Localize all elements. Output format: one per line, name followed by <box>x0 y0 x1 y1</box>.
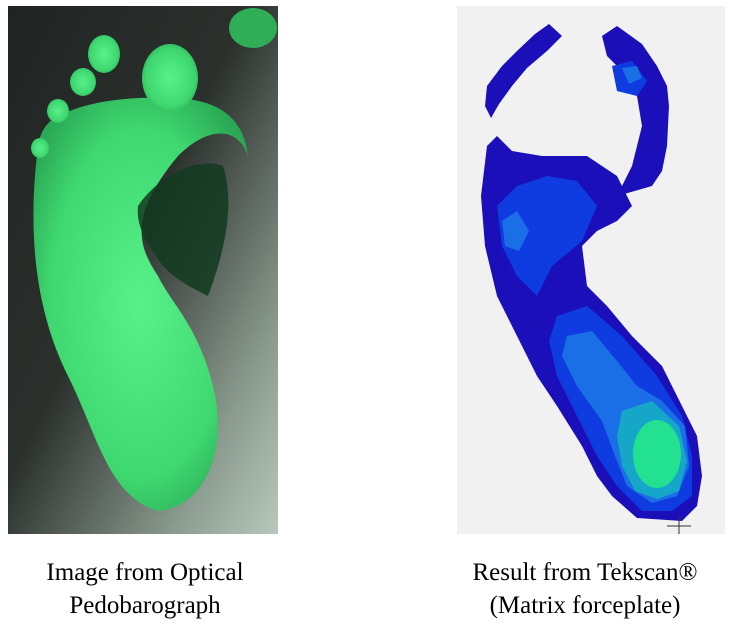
optical-pedobarograph-image <box>8 6 278 534</box>
caption-line: Result from Tekscan® <box>472 559 698 586</box>
caption-line: Pedobarograph <box>69 592 221 619</box>
tekscan-caption: Result from Tekscan® (Matrix forceplate) <box>430 556 740 622</box>
caption-line: (Matrix forceplate) <box>489 592 681 619</box>
caption-line: Image from Optical <box>46 559 244 586</box>
optical-pedobarograph-caption: Image from Optical Pedobarograph <box>0 556 290 622</box>
tekscan-pressure-map <box>457 6 725 534</box>
